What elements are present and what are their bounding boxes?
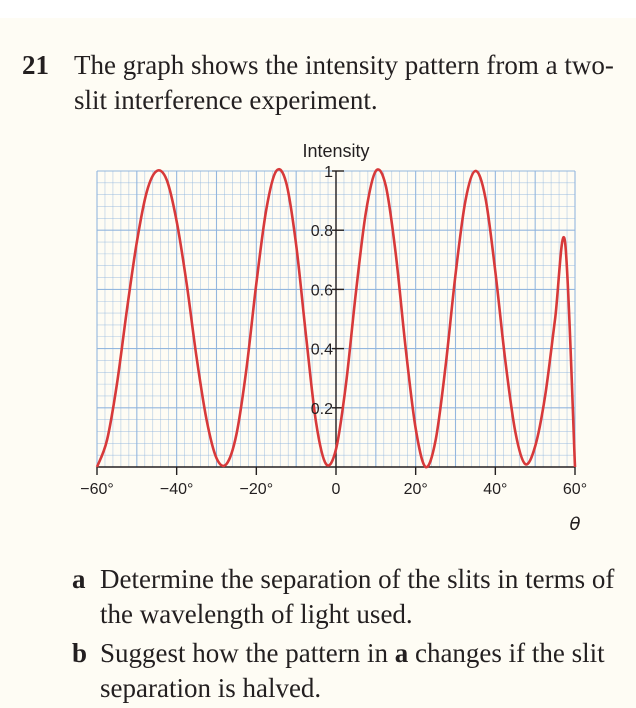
x-tick-label: −20°	[240, 481, 274, 498]
y-tick-label: 0.6	[311, 282, 333, 299]
x-tick-label: 60°	[563, 481, 587, 498]
x-tick-label: 0	[332, 481, 341, 498]
x-tick-label: 40°	[483, 481, 507, 498]
part-b-text-ref: a	[394, 638, 409, 668]
top-band	[0, 0, 636, 18]
question-text: The graph shows the intensity pattern fr…	[74, 50, 614, 115]
chart-axes	[96, 170, 576, 475]
question-number: 21	[22, 50, 49, 80]
y-tick-label: 0.4	[311, 342, 333, 359]
x-tick-label: −60°	[80, 481, 114, 498]
y-axis-title: Intensity	[302, 141, 369, 161]
part-b-letter: b	[72, 638, 88, 668]
part-b-text: Suggest how the pattern in a changes if …	[100, 636, 630, 706]
x-tick-label: 20°	[404, 481, 428, 498]
y-tick-label: 0.8	[311, 223, 333, 240]
part-a-letter: a	[72, 564, 86, 594]
intensity-chart: −60° −40° −20° 0 20° 40° 60° 0.2 0.4 0.6 0.8 1 Inten…	[80, 141, 587, 535]
part-b-text-after: changes if the slit separation is halved…	[100, 638, 605, 703]
part-b-text-before: Suggest how the pattern in	[100, 638, 395, 668]
y-tick-label: 0.2	[311, 401, 333, 418]
y-tick-label: 1	[324, 164, 333, 181]
chart-series	[95, 167, 577, 469]
x-tick-label: −40°	[160, 481, 194, 498]
x-axis-title: θ	[569, 514, 580, 535]
part-a-text: Determine the separation of the slits in…	[100, 564, 615, 629]
chart-labels: −60° −40° −20° 0 20° 40° 60° 0.2 0.4 0.6 0.8 1 Inten…	[80, 141, 587, 535]
intensity-curve	[95, 167, 577, 469]
